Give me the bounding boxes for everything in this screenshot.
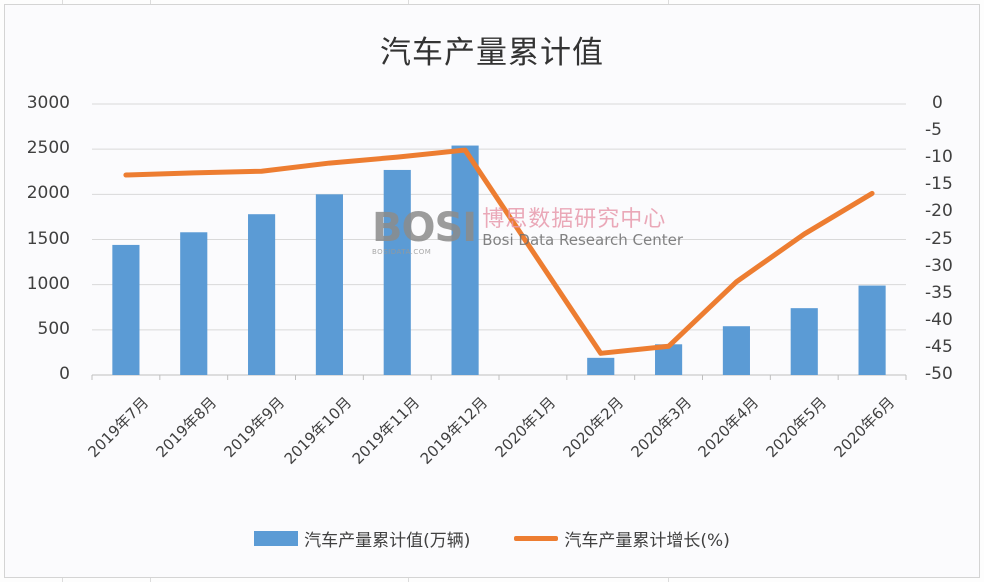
legend[interactable]: 汽车产量累计值(万辆) 汽车产量累计增长(%) xyxy=(0,526,984,551)
bar[interactable] xyxy=(248,214,276,375)
bar[interactable] xyxy=(180,232,208,375)
right-axis-tick: -20 xyxy=(925,201,953,222)
bar[interactable] xyxy=(722,326,750,375)
growth-line[interactable] xyxy=(123,147,875,356)
chart-area[interactable]: 汽车产量累计值 xyxy=(4,4,980,578)
left-axis-tick: 1000 xyxy=(26,273,70,294)
right-axis-tick: -50 xyxy=(925,364,953,384)
watermark: BOSI BOSIDATA.COM 博思数据研究中心 Bosi Data Res… xyxy=(372,205,684,256)
legend-line-label: 汽车产量累计增长(%) xyxy=(564,531,730,551)
line-swatch-icon xyxy=(514,536,559,541)
bar-swatch-icon xyxy=(254,531,299,546)
left-axis-tick: 500 xyxy=(37,318,70,339)
right-axis-tick: 0 xyxy=(932,93,943,113)
legend-item-bar[interactable]: 汽车产量累计值(万辆) xyxy=(254,526,470,551)
left-axis-tick: 1500 xyxy=(26,228,70,249)
left-axis-tick: 3000 xyxy=(26,93,70,113)
right-axis-tick: -35 xyxy=(925,282,953,303)
watermark-cn-text: 博思数据研究中心 xyxy=(482,207,667,232)
bar[interactable] xyxy=(587,357,615,375)
bar[interactable] xyxy=(790,308,818,375)
left-axis-tick: 2000 xyxy=(26,183,70,204)
left-axis-tick: 2500 xyxy=(26,138,70,159)
bar[interactable] xyxy=(451,145,479,375)
right-axis-tick: -5 xyxy=(925,120,942,141)
right-axis-tick: -40 xyxy=(925,309,953,330)
bar[interactable] xyxy=(315,194,343,375)
legend-bar-label: 汽车产量累计值(万辆) xyxy=(304,531,471,551)
left-axis-tick: 0 xyxy=(59,364,70,384)
right-axis-tick: -30 xyxy=(925,255,953,276)
watermark-en-text: Bosi Data Research Center xyxy=(482,231,684,250)
watermark-logo-url: BOSIDATA.COM xyxy=(372,248,432,257)
bar[interactable] xyxy=(112,244,140,375)
watermark-logo: BOSI xyxy=(372,205,477,252)
right-axis-tick: -45 xyxy=(925,336,953,357)
legend-item-line[interactable]: 汽车产量累计增长(%) xyxy=(514,526,730,551)
bar[interactable] xyxy=(383,169,411,375)
right-axis-tick: -15 xyxy=(925,174,953,195)
bar[interactable] xyxy=(858,285,886,375)
right-axis-tick: -10 xyxy=(925,147,953,168)
right-axis-tick: -25 xyxy=(925,228,953,249)
chart-title: 汽车产量累计值 xyxy=(380,35,604,71)
